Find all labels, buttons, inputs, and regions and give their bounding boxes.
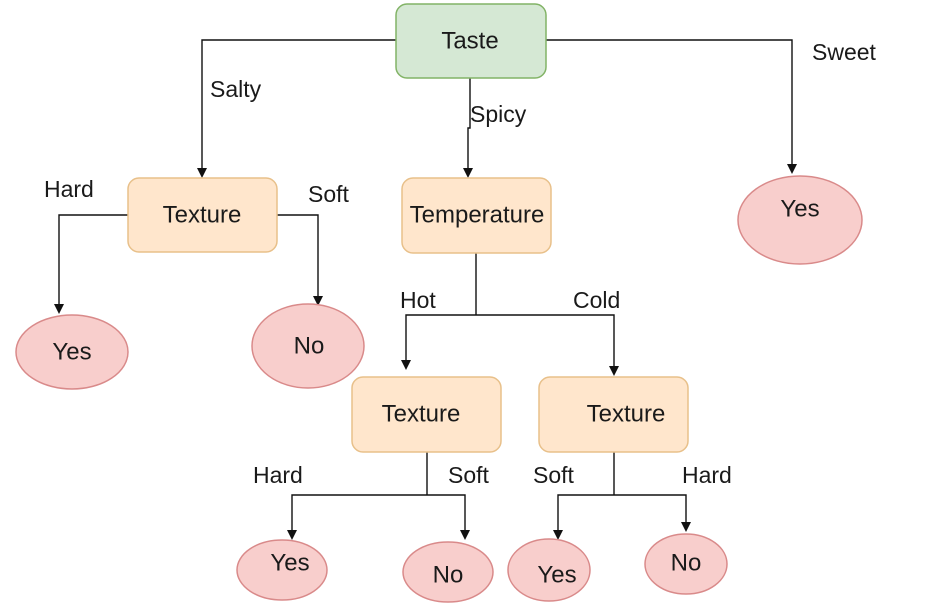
edge-texture-cold-soft [557,494,614,532]
edge-labels: Salty Spicy Sweet Hard Soft Hot Cold Har… [44,39,877,488]
root-node-label: Taste [441,27,498,54]
edge-label-soft: Soft [448,462,490,488]
arrowhead [54,304,64,314]
leaf-node-label: Yes [52,338,91,365]
edge-texture-cold-hard [614,494,687,524]
leaf-node-ellipse [644,533,728,595]
edge-label-spicy: Spicy [470,101,527,127]
arrowhead [460,530,470,540]
leaf-node-label: Yes [780,195,819,222]
edge-texture-hot-hard [291,494,427,532]
texture-node-label: Texture [382,400,461,427]
leaf-node-label: Yes [537,561,576,588]
leaf-node-ellipse [236,539,328,601]
texture-node-label: Texture [587,400,666,427]
edge-temperature-hot [405,314,476,362]
edge-label-hard: Hard [682,462,732,488]
texture-node-label: Texture [163,201,242,228]
leaf-node-ellipse [251,303,365,389]
edge-label-hard: Hard [253,462,303,488]
edge-texture-hot-soft [427,494,466,532]
edge-texture-hard [58,214,128,306]
arrowhead [401,360,411,370]
edge-label-hard: Hard [44,176,94,202]
edge-texture-soft [277,214,319,298]
edge-label-hot: Hot [400,287,436,313]
arrowhead [197,168,207,178]
leaf-node-ellipse [507,538,591,602]
leaf-node-label: Yes [270,549,309,576]
arrowhead [553,530,563,540]
texture-node-box [127,177,278,253]
edge-taste-salty [201,39,396,170]
arrowhead [609,366,619,376]
root-node-box [395,3,547,79]
leaf-node-label: No [433,561,464,588]
leaf-node-ellipse [737,175,863,265]
texture-node-box [351,376,502,453]
leaf-node-label: No [671,549,702,576]
edges [54,39,797,540]
edge-taste-spicy [467,78,471,170]
edge-label-cold: Cold [573,287,620,313]
temperature-node-label: Temperature [410,201,545,228]
arrowhead [681,522,691,532]
edge-taste-sweet [546,39,793,166]
leaf-node-ellipse [15,314,129,390]
edge-label-soft: Soft [308,181,350,207]
temperature-node-box [401,177,552,254]
edge-temperature-cold [476,314,615,368]
edge-label-sweet: Sweet [812,39,877,65]
arrowhead [287,530,297,540]
texture-node-box [538,376,689,453]
arrowhead [313,296,323,306]
arrowhead [787,164,797,174]
edge-label-soft: Soft [533,462,575,488]
edge-label-salty: Salty [210,76,262,102]
nodes: Taste Texture Temperature Texture Textur… [15,3,863,603]
leaf-node-ellipse [402,541,494,603]
arrowhead [463,168,473,178]
leaf-node-label: No [294,332,325,359]
